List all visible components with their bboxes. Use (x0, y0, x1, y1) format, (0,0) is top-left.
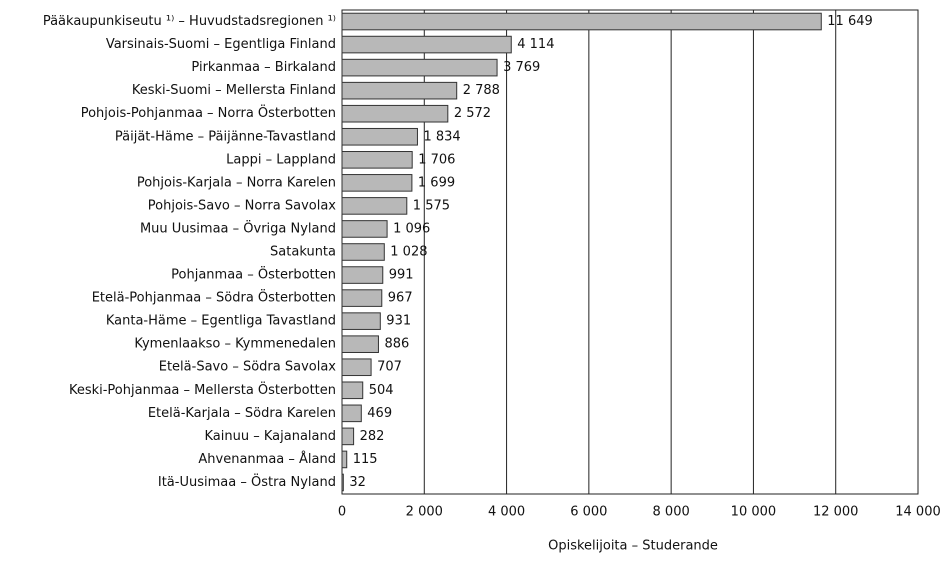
y-tick-label: Lappi – Lappland (226, 152, 336, 167)
value-label: 967 (388, 291, 413, 306)
bar (341, 404, 362, 423)
y-tick-label: Pohjois-Savo – Norra Savolax (148, 198, 337, 213)
x-tick-label: 0 (338, 505, 346, 520)
value-label: 1 096 (393, 221, 430, 236)
bar (341, 58, 498, 77)
value-label: 931 (386, 314, 411, 329)
y-tick-label: Keski-Pohjanmaa – Mellersta Österbotten (69, 381, 336, 398)
bar (341, 289, 383, 307)
y-tick-label: Itä-Uusimaa – Östra Nyland (158, 473, 336, 490)
y-tick-label: Kainuu – Kajanaland (205, 429, 336, 444)
bar (341, 81, 458, 100)
y-tick-label: Muu Uusimaa – Övriga Nyland (140, 219, 336, 236)
y-tick-label: Päijät-Häme – Päijänne-Tavastland (115, 129, 336, 144)
x-tick-label: 2 000 (406, 505, 443, 520)
value-label: 707 (377, 360, 402, 375)
y-tick-label: Satakunta (270, 245, 336, 260)
x-tick-label: 14 000 (895, 505, 941, 520)
value-label: 1 834 (423, 129, 460, 144)
value-label: 469 (367, 406, 392, 421)
y-tick-label: Pohjanmaa – Österbotten (171, 266, 336, 283)
value-label: 11 649 (827, 14, 873, 29)
bar (341, 104, 449, 123)
y-tick-label: Etelä-Pohjanmaa – Södra Österbotten (92, 289, 336, 306)
bar (341, 312, 381, 330)
y-tick-label: Keski-Suomi – Mellersta Finland (132, 83, 336, 98)
bar (341, 427, 355, 446)
value-label: 3 769 (503, 60, 540, 75)
value-label: 1 706 (418, 152, 455, 167)
bar (341, 151, 413, 169)
y-tick-label: Pohjois-Karjala – Norra Karelen (137, 175, 336, 190)
y-tick-label: Varsinais-Suomi – Egentliga Finland (106, 37, 336, 52)
value-label: 282 (360, 429, 385, 444)
bar (341, 35, 512, 54)
y-tick-label: Pohjois-Pohjanmaa – Norra Österbotten (81, 104, 336, 121)
bar (341, 127, 418, 146)
value-label: 115 (353, 452, 378, 467)
bar (341, 266, 384, 284)
y-tick-label: Etelä-Savo – Södra Savolax (159, 360, 337, 375)
value-label: 2 788 (463, 83, 500, 98)
x-axis-title: Opiskelijoita – Studerande (548, 539, 718, 554)
y-tick-label: Kymenlaakso – Kymmenedalen (134, 337, 336, 352)
x-tick-label: 8 000 (653, 505, 690, 520)
value-label: 886 (384, 337, 409, 352)
bar (341, 335, 379, 353)
bar (341, 197, 408, 215)
y-tick-label: Etelä-Karjala – Södra Karelen (148, 406, 336, 421)
bar (341, 450, 348, 469)
value-label: 1 028 (390, 245, 427, 260)
value-label: 32 (349, 475, 366, 490)
bar (341, 381, 364, 400)
bar (341, 174, 413, 192)
y-tick-label: Kanta-Häme – Egentliga Tavastland (106, 314, 336, 329)
x-tick-label: 12 000 (813, 505, 859, 520)
x-tick-label: 6 000 (570, 505, 607, 520)
y-tick-label: Pääkaupunkiseutu ¹⁾ – Huvudstadsregionen… (43, 14, 336, 29)
x-tick-label: 4 000 (488, 505, 525, 520)
value-label: 4 114 (517, 37, 554, 52)
x-tick-label: 10 000 (731, 505, 777, 520)
bar (341, 220, 388, 238)
y-tick-label: Pirkanmaa – Birkaland (191, 60, 336, 75)
bar (341, 473, 344, 492)
value-label: 991 (389, 268, 414, 283)
y-tick-label: Ahvenanmaa – Åland (198, 451, 336, 467)
bar (341, 358, 372, 377)
value-label: 2 572 (454, 106, 491, 121)
value-label: 504 (369, 383, 394, 398)
bar (341, 12, 822, 31)
bar (341, 243, 385, 261)
value-label: 1 699 (418, 175, 455, 190)
value-label: 1 575 (413, 198, 450, 213)
